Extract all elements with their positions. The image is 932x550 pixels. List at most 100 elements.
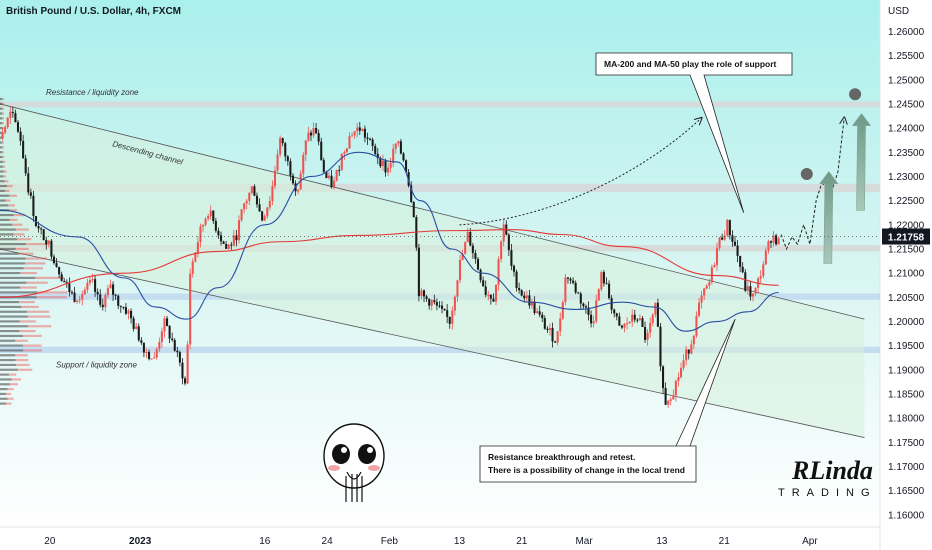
candle-body	[405, 160, 408, 173]
candle-body	[96, 291, 99, 295]
candle-body	[16, 122, 20, 132]
volume-profile-bar	[0, 136, 3, 139]
candle-body	[160, 331, 163, 343]
candle-body	[381, 160, 384, 167]
volume-profile-bar	[27, 315, 51, 318]
candle-body	[279, 138, 282, 155]
candle-body	[104, 295, 107, 308]
volume-profile-bar	[13, 213, 25, 217]
candle-body	[440, 305, 444, 309]
candle-body	[369, 138, 372, 140]
candle-body	[181, 362, 184, 379]
candle-body	[700, 295, 703, 303]
meme-face-hands	[345, 471, 363, 502]
candle-body	[464, 242, 467, 254]
volume-profile-bar	[23, 267, 44, 270]
candle-body	[148, 352, 151, 359]
volume-profile-bar	[0, 141, 3, 144]
candle-body	[55, 263, 58, 267]
candle-body	[402, 153, 405, 161]
volume-profile-bar	[2, 122, 4, 125]
candle-body	[582, 303, 585, 307]
volume-profile-bar	[0, 368, 18, 371]
candle-body	[24, 158, 27, 174]
candle-body	[40, 228, 43, 230]
candle-body	[433, 300, 436, 303]
volume-profile-bar	[20, 286, 37, 289]
candle-body	[417, 247, 420, 297]
candle-body	[356, 127, 359, 132]
candle-body	[494, 284, 498, 302]
volume-profile-bar	[23, 349, 43, 352]
candle-body	[515, 271, 518, 289]
candle-body	[410, 185, 413, 203]
volume-profile-bar	[2, 102, 4, 105]
volume-profile-bar	[8, 373, 17, 376]
big-forecast-arrow	[851, 113, 872, 211]
zone-mid-resistance	[0, 183, 880, 192]
candle-body	[363, 128, 366, 138]
candle-body	[384, 160, 387, 173]
candle-body	[81, 294, 84, 300]
candle-body	[358, 127, 361, 131]
curved-forecast-arrow	[459, 118, 700, 226]
volume-profile-bar	[8, 204, 15, 207]
y-tick-label: 1.22500	[888, 196, 925, 207]
candle-body	[219, 235, 223, 242]
candle-body	[489, 294, 492, 299]
volume-profile-bar	[5, 189, 10, 192]
candle-body	[183, 378, 187, 384]
ma-200-line	[0, 229, 779, 298]
candle-body	[610, 298, 613, 310]
candle-body	[117, 295, 120, 306]
volume-profile-bar	[0, 291, 38, 294]
logo-top-text: RLinda	[791, 456, 873, 485]
x-tick-label: 20	[44, 536, 56, 547]
candle-body	[94, 279, 97, 292]
candle-body	[476, 258, 480, 270]
candle-body	[237, 220, 241, 241]
volume-profile-bar	[6, 402, 12, 405]
candle-body	[641, 318, 644, 327]
candle-body	[353, 131, 356, 136]
y-tick-label: 1.25000	[888, 75, 925, 86]
candle-body	[379, 158, 382, 167]
candle-body	[140, 340, 143, 343]
meme-face-blush	[328, 465, 340, 471]
volume-profile-bar	[22, 334, 42, 338]
volume-profile-bar	[15, 339, 28, 342]
volume-profile-bar	[9, 218, 18, 221]
candle-body	[47, 240, 50, 245]
candle-body	[548, 327, 551, 330]
candle-body	[158, 342, 161, 350]
candle-body	[338, 170, 341, 172]
candle-body	[672, 395, 675, 400]
candle-body	[52, 256, 56, 264]
volume-profile-bar	[27, 310, 50, 313]
candle-body	[546, 328, 549, 330]
candle-body	[235, 235, 238, 241]
candle-body	[536, 311, 539, 313]
y-tick-label: 1.19000	[888, 365, 925, 376]
volume-profile-bar	[0, 184, 7, 188]
volume-profile-bar	[0, 107, 3, 110]
candle-body	[667, 400, 670, 405]
candle-body	[690, 344, 693, 354]
y-tick-label: 1.23000	[888, 172, 925, 183]
volume-profile-bar	[2, 126, 4, 130]
zone-resistance	[0, 101, 880, 108]
candle-body	[387, 167, 390, 173]
candle-body	[474, 253, 477, 259]
meme-face-head	[323, 423, 385, 489]
candle-body	[528, 295, 531, 306]
volume-profile-bar	[0, 281, 27, 284]
volume-profile-bar	[0, 223, 13, 226]
candle-body	[343, 152, 346, 154]
candle-body	[561, 302, 564, 319]
candle-body	[119, 305, 122, 307]
candle-body	[746, 286, 749, 291]
volume-profile-bar	[3, 175, 7, 178]
volume-profile-bar	[0, 146, 3, 149]
volume-profile-bar	[0, 349, 24, 352]
candle-body	[769, 241, 773, 243]
